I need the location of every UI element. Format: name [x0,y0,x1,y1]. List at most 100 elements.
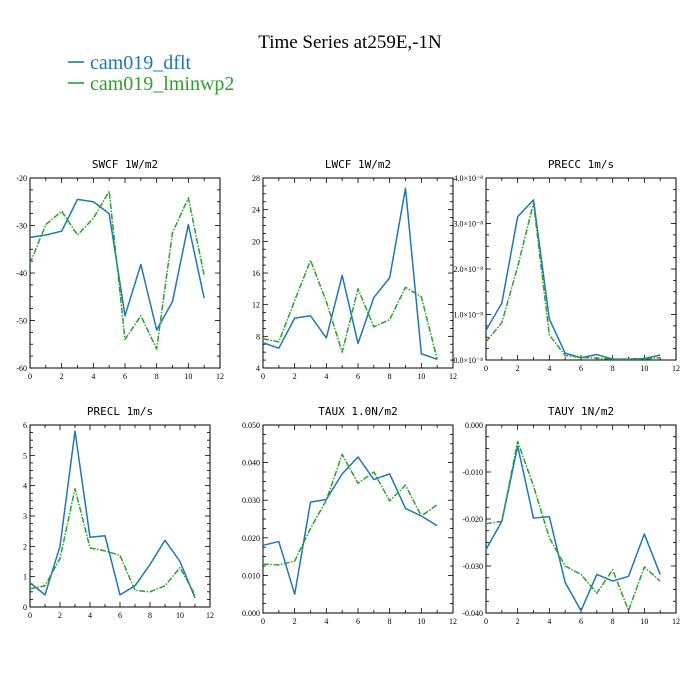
panel-5-xtick-label: 2 [293,617,297,626]
panel-5-ytick-label: 0.020 [242,534,260,543]
panel-5-xtick-label: 6 [356,617,360,626]
panel-3-series-lminwp2-line [485,202,661,360]
panel-2-frame [262,177,454,369]
panel-4-ytick-label: 2 [23,542,27,551]
panel-2-ytick-label: 8 [256,332,260,341]
panel-4-xtick-label: 4 [88,611,92,620]
panel-3-ytick-label: 1.0×10⁻⁸ [453,311,483,320]
panel-6-xtick-label: 12 [672,617,680,626]
legend: cam019_dflt cam019_lminwp2 [68,52,234,95]
panel-4-series-dflt-line [29,430,196,599]
panel-3-ytick-label: 3.0×10⁻⁸ [453,220,483,229]
panel-2-title: LWCF 1W/m2 [325,158,391,171]
panel-5-ytick-label: 0.040 [242,459,260,468]
panel-3-ytick-label: 0.0×10⁻⁸ [453,356,483,365]
panel-2-xtick-label: 12 [449,372,457,381]
panel-2-xtick-label: 10 [417,372,425,381]
panel-3-series-dflt-line [485,199,661,360]
panel-3-title: PRECC 1m/s [548,158,614,171]
panel-2-ytick-label: 12 [252,301,260,310]
panel-6-frame [485,424,677,614]
panel-3-xtick-label: 8 [611,364,615,373]
panel-3-xtick-label: 12 [672,364,680,373]
panel-6-ytick-label: -0.010 [462,468,483,477]
panel-4-xtick-label: 10 [176,611,184,620]
panel-2-xtick-label: 2 [293,372,297,381]
legend-entry-dflt: cam019_dflt [68,52,192,74]
panel-4-frame [29,424,211,608]
panel-3-xtick-label: 6 [579,364,583,373]
panel-6-title: TAUY 1N/m2 [548,405,614,418]
panel-6-ytick-label: -0.030 [462,562,483,571]
panel-5-xtick-label: 0 [261,617,265,626]
panel-5-ytick-label: 0.030 [242,496,260,505]
legend-label-lminwp2: cam019_lminwp2 [90,73,234,95]
panel-1-ytick-label: -20 [16,174,27,183]
legend-entry-lminwp2: cam019_lminwp2 [68,73,234,95]
panel-3-xtick-label: 10 [640,364,648,373]
panel-6-xtick-label: 6 [579,617,583,626]
panel-1-series-lminwp2-line [29,190,205,350]
panel-6-xtick-label: 0 [484,617,488,626]
panel-4-ytick-label: 6 [23,421,27,430]
panel-2-ytick-label: 24 [252,206,260,215]
panel-1-ytick-label: -60 [16,364,27,373]
panel-5-ytick-label: 0.050 [242,421,260,430]
panel-6-xtick-label: 4 [547,617,551,626]
panel-2-xtick-label: 0 [261,372,265,381]
panel-1-ytick-label: -50 [16,317,27,326]
panel-5-title: TAUX 1.0N/m2 [318,405,397,418]
panel-2-series-lminwp2-line [262,259,438,360]
panel-3-frame [485,177,677,361]
panel-4-ytick-label: 1 [23,573,27,582]
panel-6-xtick-label: 10 [640,617,648,626]
panel-4-xtick-label: 6 [118,611,122,620]
panel-4-ytick-label: 0 [23,603,27,612]
panel-1-ytick-label: -40 [16,269,27,278]
panel-2-series-dflt-line [262,187,438,360]
figure-title: Time Series at259E,-1N [258,32,442,53]
panel-2-ytick-label: 28 [252,174,260,183]
panel-1: SWCF 1W/m2 0 2 4 6 8 10 12 -60 -50 -40 -30 -20 [16,158,224,381]
panel-3-ytick-label: 2.0×10⁻⁸ [453,265,483,274]
panel-4-xtick-label: 12 [206,611,214,620]
panel-5-ytick-label: 0.000 [242,609,260,618]
panel-5-xtick-label: 8 [388,617,392,626]
panel-1-xtick-label: 0 [28,372,32,381]
panel-5-xtick-label: 4 [324,617,328,626]
panel-1-xtick-label: 2 [60,372,64,381]
panel-1-title: SWCF 1W/m2 [92,158,158,171]
panel-5-series-lminwp2-line [262,453,438,566]
panel-2-xtick-label: 4 [324,372,328,381]
panel-4-ytick-label: 4 [23,482,27,491]
panel-3-xtick-label: 2 [516,364,520,373]
panel-1-ytick-label: -30 [16,222,27,231]
panel-6-ytick-label: -0.020 [462,515,483,524]
panel-2-ytick-label: 16 [252,269,260,278]
panel-6: TAUY 1N/m2 0 2 4 6 8 10 12 -0.040 -0.030 -0.020 -0.… [462,405,680,626]
panel-4-ytick-label: 3 [23,512,27,521]
legend-label-dflt: cam019_dflt [90,52,192,74]
panel-6-series-lminwp2-line [485,440,661,612]
panel-2-xtick-label: 6 [356,372,360,381]
panel-4-xtick-label: 0 [28,611,32,620]
panel-1-series-dflt-line [29,198,205,331]
panel-2-ytick-label: 4 [256,364,260,373]
panel-6-series-dflt-line [485,445,661,612]
panel-4-title: PRECL 1m/s [87,405,153,418]
panel-4-xtick-label: 8 [148,611,152,620]
panel-1-xtick-label: 6 [123,372,127,381]
panel-4-xtick-label: 2 [58,611,62,620]
panel-1-xtick-label: 4 [91,372,95,381]
panel-6-ytick-label: 0.000 [465,421,483,430]
panel-1-xtick-label: 10 [184,372,192,381]
panel-2-ytick-label: 20 [252,237,260,246]
panel-4-series-lminwp2-line [29,487,196,596]
panel-3-ytick-label: 4.0×10⁻⁸ [453,174,483,183]
panel-5-series-dflt-line [262,456,438,595]
panel-5-ytick-label: 0.010 [242,571,260,580]
panel-6-ytick-label: -0.040 [462,609,483,618]
